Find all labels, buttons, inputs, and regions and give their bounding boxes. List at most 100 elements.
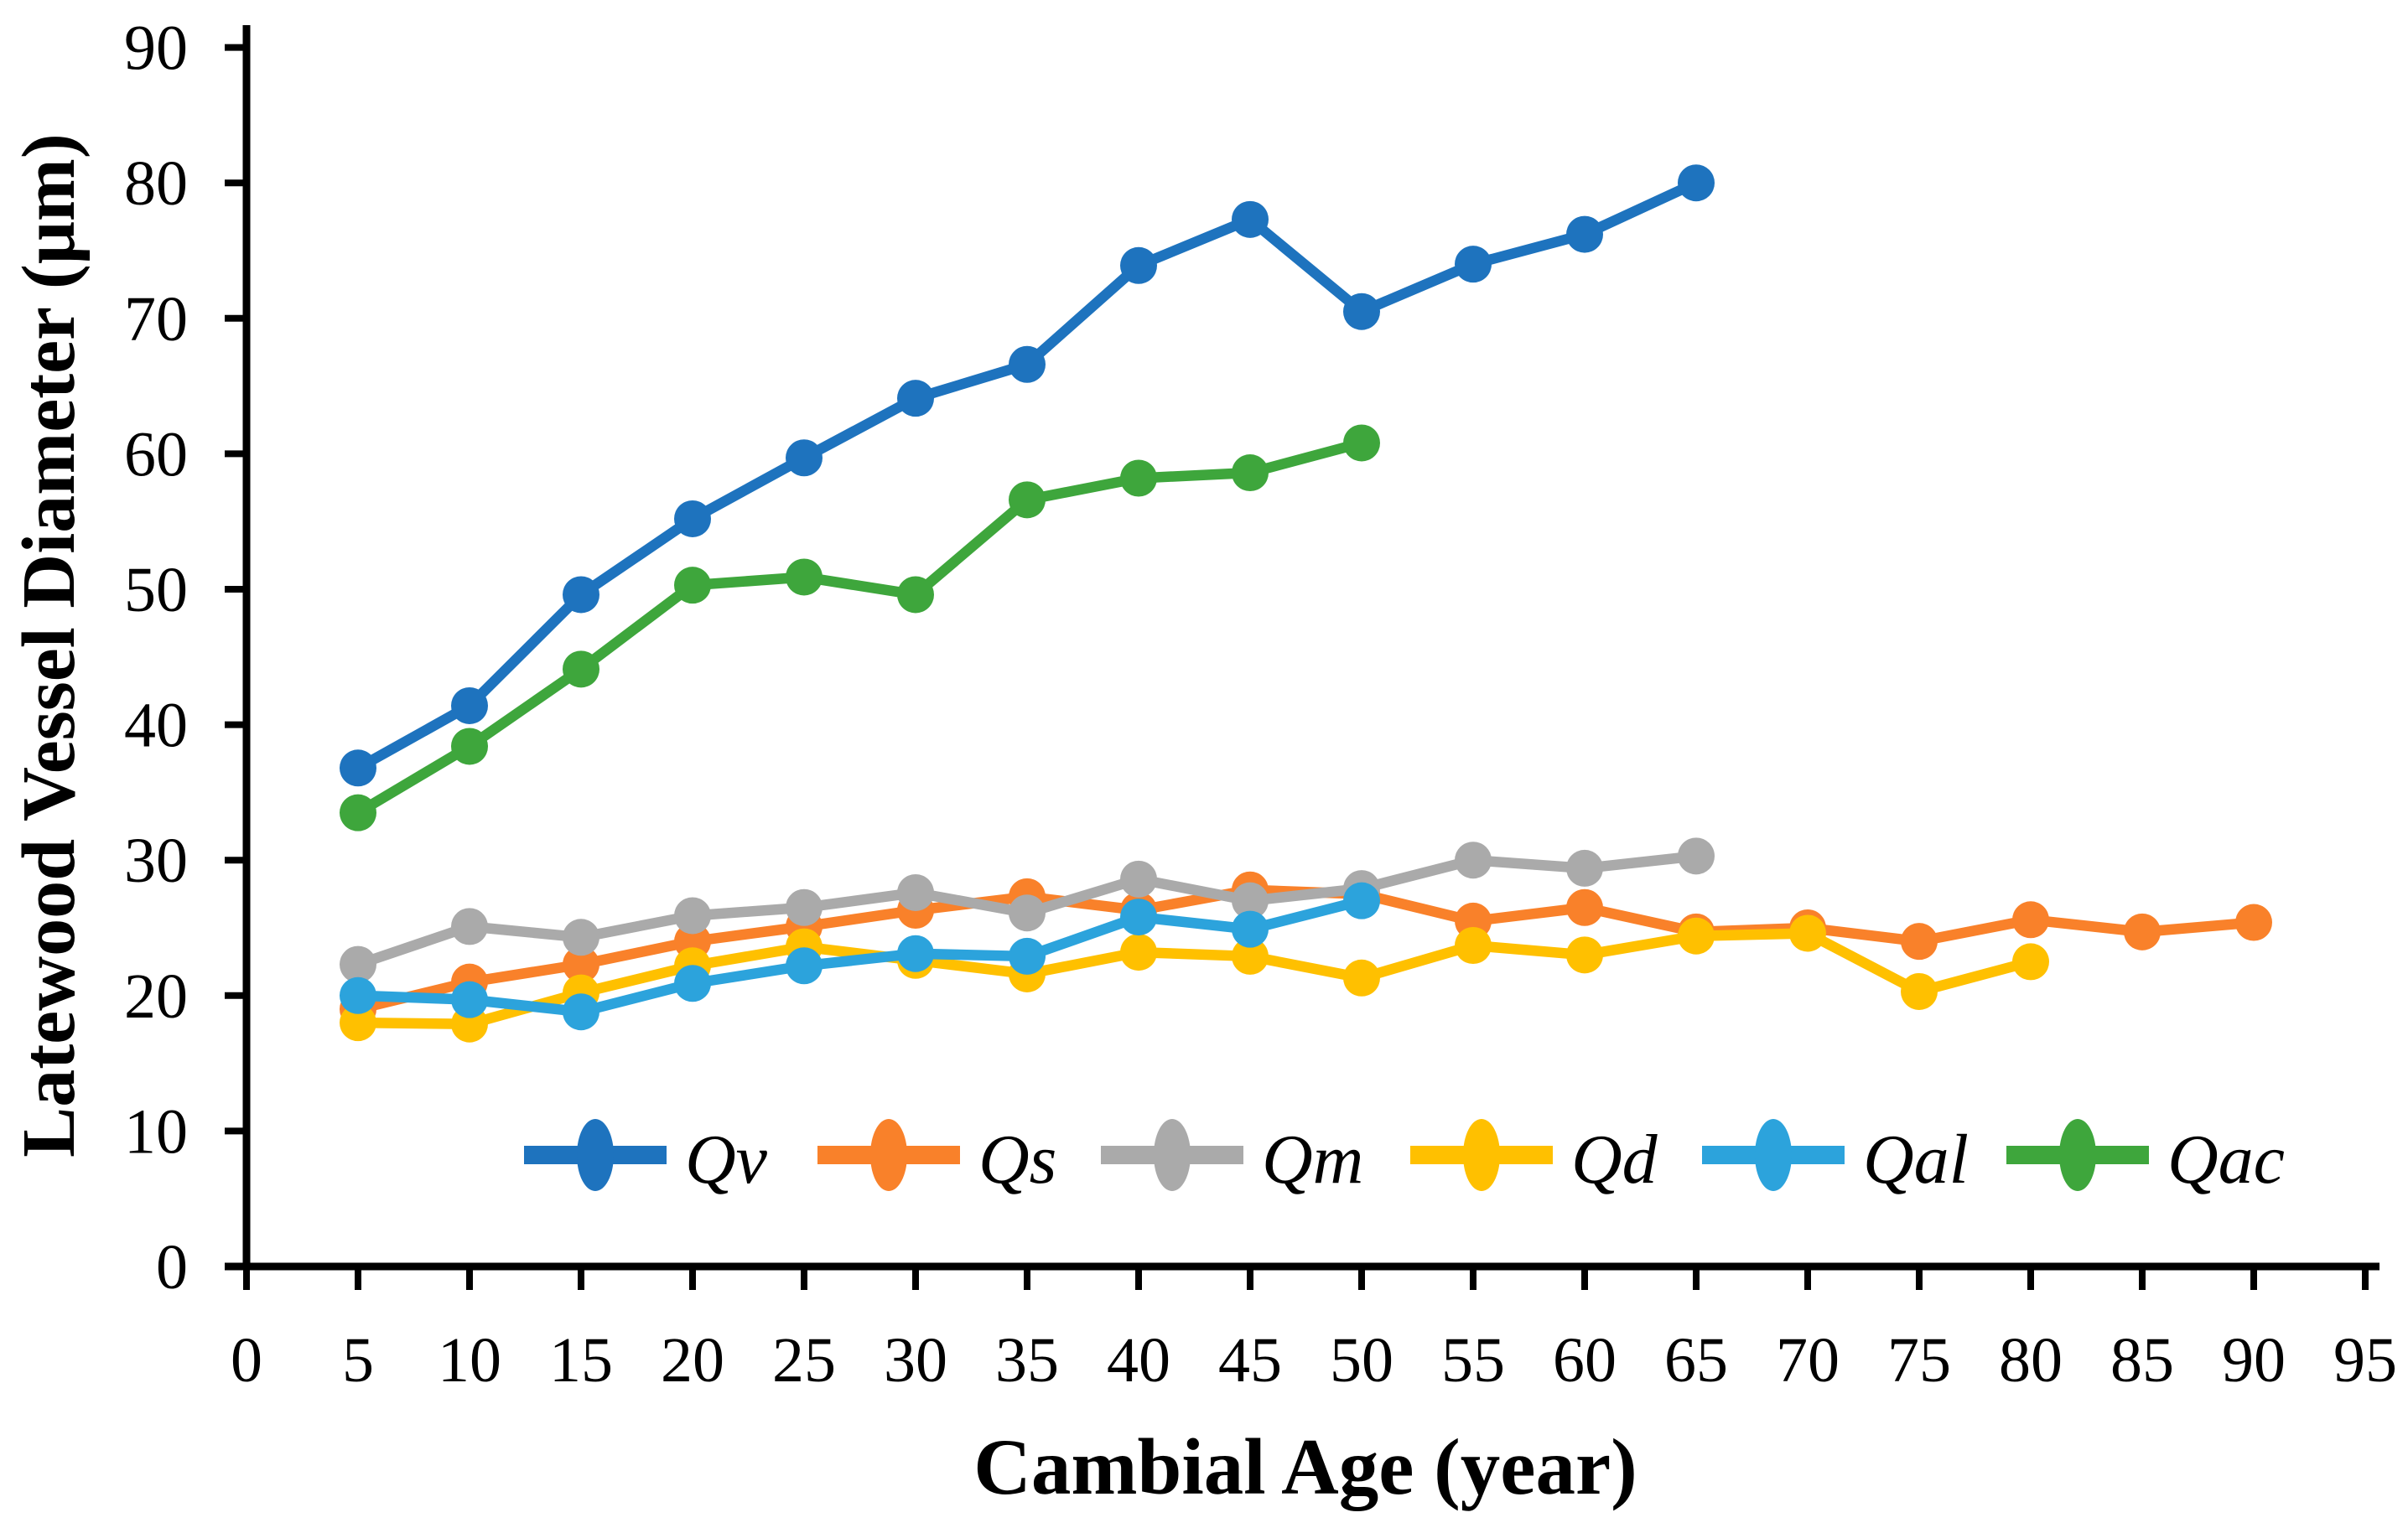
- legend: Qv Qs Qm Qd Qal Qac: [524, 1119, 2285, 1199]
- qd-marker: [1455, 927, 1492, 965]
- x-tick-label: 15: [549, 1325, 613, 1396]
- legend-label: Qac: [2167, 1121, 2285, 1199]
- qal-line: [352, 895, 1367, 1018]
- qm-marker: [674, 897, 711, 935]
- qm-marker: [786, 888, 823, 926]
- qs-marker: [2235, 904, 2272, 941]
- qm-marker: [1455, 842, 1492, 879]
- y-tick-label: 90: [124, 13, 188, 84]
- x-tick-label: 10: [438, 1325, 501, 1396]
- qv-marker: [786, 439, 823, 477]
- x-tick-label: 50: [1330, 1325, 1393, 1396]
- qac-marker: [674, 567, 711, 604]
- qd-marker: [1232, 937, 1269, 975]
- y-tick-label: 50: [124, 555, 188, 625]
- qal-marker: [897, 935, 934, 972]
- qd-line: [352, 928, 2037, 1029]
- x-tick-label: 60: [1553, 1325, 1617, 1396]
- qd-marker: [1678, 917, 1715, 955]
- x-tick-label: 45: [1218, 1325, 1282, 1396]
- x-tick-label: 5: [342, 1325, 374, 1396]
- qac-marker: [1009, 481, 1046, 519]
- qv-marker: [897, 380, 934, 417]
- qal-marker: [786, 947, 823, 985]
- qv-marker: [674, 500, 711, 537]
- x-tick-label: 40: [1107, 1325, 1170, 1396]
- qac-marker: [563, 650, 599, 688]
- qal-marker: [1120, 899, 1157, 936]
- legend-label: Qal: [1863, 1121, 1969, 1199]
- qv-marker: [563, 576, 599, 614]
- qs-marker: [1901, 923, 1938, 961]
- qac-marker: [1120, 459, 1157, 497]
- qs-marker: [1566, 888, 1603, 926]
- qal-marker: [1343, 882, 1380, 919]
- qv-marker: [1678, 164, 1715, 202]
- qv-marker: [1009, 345, 1046, 383]
- x-tick-label: 65: [1664, 1325, 1728, 1396]
- qd-marker: [340, 1004, 376, 1042]
- x-axis-title: Cambial Age (year): [973, 1422, 1637, 1511]
- qs-marker: [2124, 913, 2161, 950]
- qv-marker: [1343, 293, 1380, 330]
- qal-marker: [451, 981, 488, 1018]
- qm-marker: [897, 873, 934, 911]
- y-tick-label: 10: [124, 1096, 188, 1167]
- qv-marker: [1120, 246, 1157, 284]
- qv-marker: [1232, 200, 1269, 238]
- legend-marker: [1755, 1119, 1792, 1191]
- y-tick-label: 20: [124, 961, 188, 1032]
- qac-marker: [897, 576, 934, 614]
- legend-label: Qs: [978, 1121, 1056, 1199]
- legend-item-qd: Qd: [1410, 1119, 1658, 1199]
- qm-marker: [1009, 894, 1046, 932]
- axes: 0 10 20 30 40 50 60 70 80 90 0 5 10 15 20 25 30 35 40 45 50 5…: [124, 13, 2397, 1396]
- legend-item-qs: Qs: [817, 1119, 1056, 1199]
- x-tick-label: 80: [1999, 1325, 2063, 1396]
- qal-marker: [1009, 937, 1046, 975]
- y-tick-label: 40: [124, 691, 188, 761]
- qm-marker: [1232, 882, 1269, 919]
- x-tick-label: 55: [1441, 1325, 1505, 1396]
- y-tick-label: 80: [124, 148, 188, 219]
- y-tick-label: 30: [124, 826, 188, 896]
- y-tick-label: 70: [124, 284, 188, 355]
- x-tick-label: 90: [2222, 1325, 2286, 1396]
- qal-marker: [340, 976, 376, 1014]
- qv-marker: [340, 749, 376, 787]
- qd-marker: [2012, 943, 2049, 981]
- legend-marker: [870, 1119, 907, 1191]
- legend-marker: [1154, 1119, 1191, 1191]
- qac-marker: [340, 794, 376, 831]
- qd-marker: [1120, 934, 1157, 971]
- qac-line: [352, 438, 1367, 818]
- x-tick-label: 70: [1776, 1325, 1840, 1396]
- y-tick-label: 60: [124, 419, 188, 489]
- qs-marker: [563, 945, 599, 983]
- qv-marker: [1566, 215, 1603, 253]
- x-tick-label: 75: [1887, 1325, 1951, 1396]
- legend-marker: [2059, 1119, 2096, 1191]
- x-tick-label: 35: [995, 1325, 1059, 1396]
- qac-marker: [451, 728, 488, 765]
- x-tick-label: 85: [2110, 1325, 2174, 1396]
- qm-marker: [563, 919, 599, 956]
- qal-marker: [563, 993, 599, 1031]
- legend-item-qal: Qal: [1702, 1119, 1969, 1199]
- qd-marker: [1789, 914, 1826, 952]
- qal-marker: [674, 965, 711, 1002]
- x-tick-label: 0: [231, 1325, 262, 1396]
- qm-marker: [451, 908, 488, 945]
- legend-label: Qm: [1262, 1121, 1363, 1199]
- qd-marker: [1343, 959, 1380, 997]
- x-tick-label: 25: [772, 1325, 836, 1396]
- y-axis-title: Latewood Vessel Diameter (μm): [8, 133, 91, 1158]
- qac-marker: [1343, 424, 1380, 462]
- legend-item-qv: Qv: [524, 1119, 768, 1199]
- qv-marker: [451, 686, 488, 724]
- qal-marker: [1232, 910, 1269, 948]
- legend-item-qac: Qac: [2006, 1119, 2285, 1199]
- qac-marker: [786, 558, 823, 596]
